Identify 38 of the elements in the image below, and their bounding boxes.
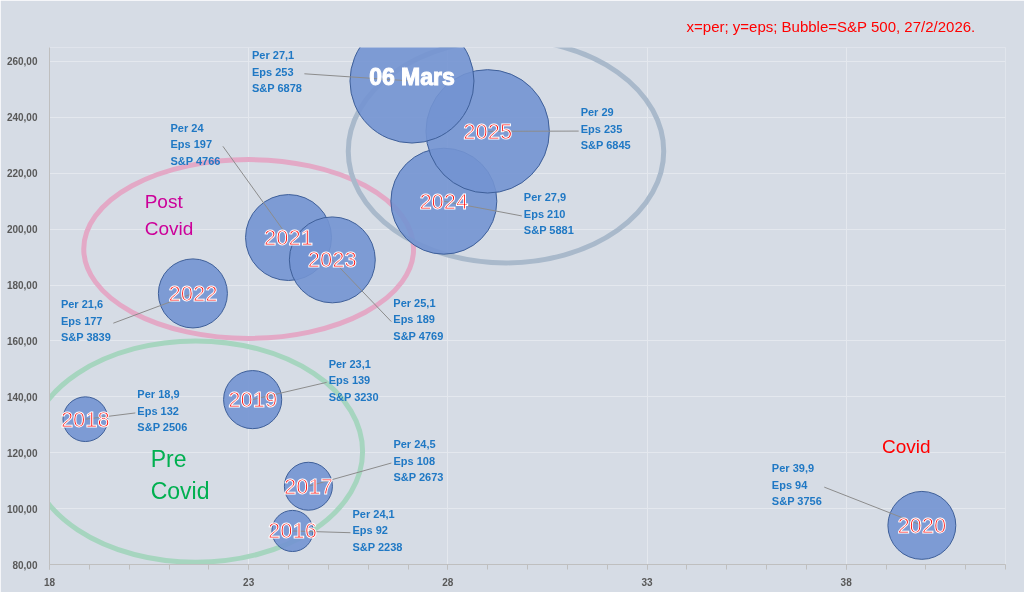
annotation: Per 29 Eps 235 S&P 6845 — [580, 106, 631, 152]
y-tick-label: 200,00 — [6, 224, 38, 236]
series-label: 06 Mars — [369, 64, 455, 91]
annotation: Per 24,1 Eps 92 S&P 2238 — [352, 507, 403, 553]
series-label: 2020 — [897, 512, 947, 538]
y-tick-label: 240,00 — [6, 112, 38, 124]
annotation: Per 24,5 Eps 108 S&P 2673 — [393, 438, 444, 484]
x-tick-label: 18 — [43, 576, 56, 588]
annotation: Pre Covid — [150, 445, 210, 504]
annotation: Per 23,1 Eps 139 S&P 3230 — [328, 357, 379, 403]
series-label: 2025 — [463, 118, 513, 144]
annotation: Per 39,9 Eps 94 S&P 3756 — [771, 462, 822, 508]
annotation: Covid — [882, 435, 931, 457]
annotation: Per 25,1 Eps 189 S&P 4769 — [393, 296, 444, 342]
series-label: 2017 — [283, 473, 333, 499]
annotation: Per 27,1 Eps 253 S&P 6878 — [251, 49, 302, 95]
y-tick-label: 140,00 — [6, 391, 38, 403]
series-label: 2018 — [60, 406, 110, 432]
x-tick-label: 38 — [840, 576, 853, 588]
series-label: 2022 — [168, 280, 218, 306]
y-tick-label: 80,00 — [12, 559, 38, 571]
series-label: 2024 — [419, 188, 469, 214]
y-tick-label: 260,00 — [6, 56, 38, 68]
x-tick-label: 23 — [243, 576, 255, 588]
x-tick-label: 28 — [442, 576, 454, 588]
annotation: Per 24 Eps 197 S&P 4766 — [170, 121, 221, 167]
annotation: Per 21,6 Eps 177 S&P 3839 — [60, 298, 111, 344]
y-tick-label: 120,00 — [6, 447, 38, 459]
x-tick-label: 33 — [641, 576, 653, 588]
y-tick-label: 160,00 — [6, 335, 38, 347]
annotation: Per 27,9 Eps 210 S&P 5881 — [523, 191, 574, 237]
annotation: Per 18,9 Eps 132 S&P 2506 — [137, 388, 188, 434]
y-tick-label: 100,00 — [6, 503, 38, 515]
annotation: Post Covid — [144, 191, 194, 240]
chart-title: x=per; y=eps; Bubble=S&P 500, 27/2/2026. — [686, 17, 976, 35]
series-label: 2019 — [228, 387, 278, 413]
y-tick-label: 220,00 — [6, 168, 38, 180]
y-tick-label: 180,00 — [6, 280, 38, 292]
